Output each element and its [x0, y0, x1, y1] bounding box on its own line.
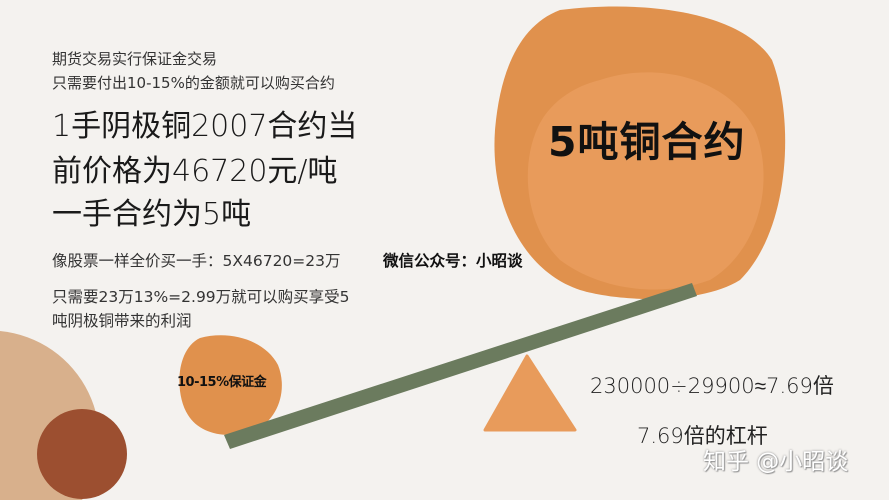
- contract-blob-inner: [527, 72, 764, 290]
- margin-blob: [179, 335, 282, 435]
- leverage-text: 7.69倍的杠杆: [637, 424, 768, 448]
- contract-label: 5吨铜合约: [548, 118, 746, 166]
- intro-line-2: 只需要付出10-15%的金额就可以购买合约: [52, 74, 335, 92]
- full-price-text: 像股票一样全价买一手：5X46720=23万: [52, 252, 341, 270]
- margin-text-line-1: 只需要23万13%=2.99万就可以购买享受5: [52, 288, 350, 306]
- margin-text-line-2: 吨阴极铜带来的利润: [52, 312, 192, 330]
- headline-line-3: 一手合约为5吨: [52, 197, 252, 232]
- watermark: 知乎 @小昭谈: [703, 449, 849, 475]
- headline-line-1: 1手阴极铜2007合约当: [52, 109, 358, 144]
- fulcrum-triangle: [483, 354, 577, 432]
- intro-line-1: 期货交易实行保证金交易: [52, 50, 218, 68]
- brown-circle-decoration: [37, 409, 127, 499]
- lever-bar: [224, 283, 697, 449]
- formula-text: 230000÷29900≈7.69倍: [590, 374, 834, 398]
- headline-line-2: 前价格为46720元/吨: [52, 154, 338, 189]
- wechat-text: 微信公众号：小昭谈: [383, 252, 523, 270]
- margin-label: 10-15%保证金: [177, 375, 267, 390]
